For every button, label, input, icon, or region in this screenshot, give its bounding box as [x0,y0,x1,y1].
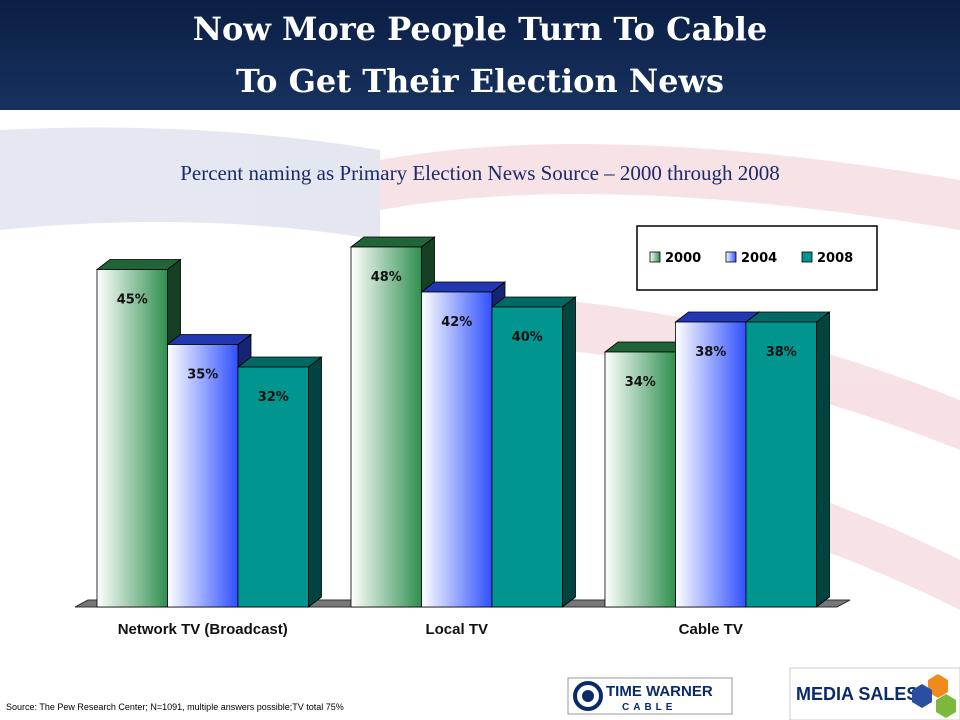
x-tick-label: Cable TV [679,621,743,638]
media-sales-logo: MEDIA SALES [789,667,960,720]
bar [675,321,747,608]
value-label: 45% [117,293,148,308]
bar-top [236,356,323,368]
bar [421,291,493,608]
legend-box [636,225,878,291]
value-label: 38% [695,345,726,360]
bar [96,269,168,608]
value-label: 48% [371,270,402,285]
bar-top [744,311,831,323]
legend-swatch [649,251,661,263]
value-label: 32% [258,390,289,405]
legend-label: 2004 [741,251,777,266]
bar-side [562,296,576,608]
bar-side [308,356,322,608]
bar-top [166,334,253,345]
legend-label: 2000 [665,251,701,266]
legend-swatch [725,251,737,263]
value-label: 40% [512,330,543,345]
bar-top [490,296,577,308]
bar-side [816,311,830,608]
x-tick-label: Network TV (Broadcast) [118,621,288,638]
legend-label: 2008 [817,251,853,266]
bar-top [95,259,182,270]
x-tick-label: Local TV [425,621,488,638]
bar [745,321,817,608]
subtitle: Percent naming as Primary Election News … [180,161,780,185]
bar-top [420,281,507,293]
bar-top [349,236,436,248]
logo-text: TIME WARNER [606,683,713,700]
bar [167,344,239,608]
logo-text: CABLE [622,702,676,713]
title-band [0,0,960,110]
title-line: Now More People Turn To Cable [193,10,767,48]
bar [350,246,422,608]
logo-text: MEDIA SALES [796,684,918,704]
title-line: To Get Their Election News [236,62,724,100]
value-label: 42% [441,315,472,330]
value-label: 35% [187,368,218,383]
bar [604,351,676,608]
time-warner-logo: TIME WARNER CABLE [567,677,733,715]
bar [237,366,309,608]
bar [491,306,563,608]
source: Source: The Pew Research Center; N=1091,… [6,702,344,712]
bar-top [674,311,761,323]
value-label: 34% [625,375,656,390]
value-label: 38% [766,345,797,360]
legend-swatch [801,251,813,263]
